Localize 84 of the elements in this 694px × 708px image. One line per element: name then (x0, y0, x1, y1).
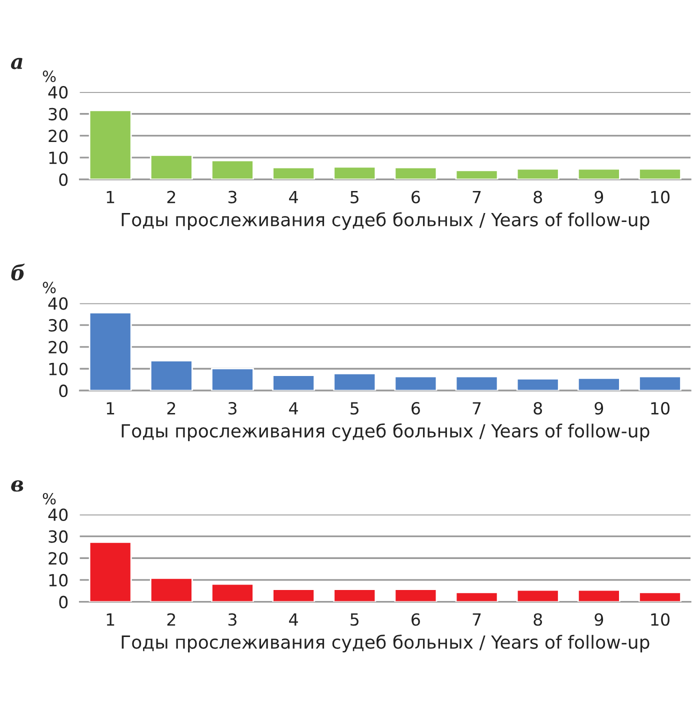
x-tick-label: 7 (472, 613, 481, 626)
x-tick-label: 6 (412, 402, 420, 415)
y-tick-label: 40 (48, 508, 68, 522)
x-axis-title: Годы прослеживания судеб больных / Years of follow-up (122, 634, 650, 652)
y-tick-label: 0 (59, 596, 68, 608)
x-tick-label: 7 (472, 190, 481, 204)
bar (638, 592, 682, 602)
x-tick-label: 4 (289, 190, 298, 204)
y-tick-label: 40 (48, 297, 68, 310)
bar (333, 166, 376, 180)
x-tick-label: 1 (106, 613, 114, 626)
y-axis-title: % (42, 492, 56, 505)
x-tick-label: 2 (167, 613, 176, 626)
x-axis-title: Годы прослеживания судеб больных / Years of follow-up (122, 212, 650, 230)
y-tick-label: 20 (48, 552, 68, 565)
bar (577, 589, 620, 602)
y-tick-label: 20 (48, 130, 68, 142)
bar (333, 588, 376, 602)
chart-title: в (11, 480, 24, 492)
bar (455, 592, 498, 602)
x-tick-label: 1 (106, 402, 114, 414)
x-tick-label: 2 (167, 190, 176, 204)
x-tick-label: 3 (228, 613, 236, 626)
bar (577, 168, 620, 180)
bar (211, 583, 254, 602)
x-axis-title: Годы прослеживания судеб больных / Years of follow-up (122, 423, 650, 442)
x-tick-label: 9 (594, 402, 604, 415)
bar (333, 372, 376, 391)
x-tick-label: 9 (594, 190, 604, 204)
x-tick-label: 10 (651, 190, 670, 204)
x-tick-label: 1 (106, 190, 114, 204)
x-tick-label: 8 (534, 190, 542, 204)
chart-title: а (10, 58, 22, 70)
x-tick-label: 3 (228, 402, 236, 415)
x-tick-label: 6 (412, 190, 420, 204)
bar (272, 166, 316, 180)
bar (638, 168, 682, 180)
x-tick-label: 4 (289, 613, 298, 626)
x-tick-label: 7 (472, 402, 481, 414)
y-tick-label: 0 (59, 384, 68, 398)
y-tick-label: 0 (59, 173, 68, 186)
bar (638, 376, 682, 391)
bar (577, 377, 620, 391)
bar (394, 376, 438, 391)
bar (455, 376, 498, 391)
bar (150, 154, 193, 180)
x-tick-label: 4 (289, 402, 298, 414)
y-axis-title: % (42, 282, 56, 294)
x-tick-label: 5 (350, 190, 358, 204)
bar (394, 588, 438, 602)
x-tick-label: 3 (228, 190, 236, 204)
bar (150, 360, 193, 391)
bar (516, 378, 560, 391)
bar (211, 160, 254, 180)
y-tick-label: 30 (48, 108, 68, 120)
x-tick-label: 10 (651, 613, 670, 626)
y-tick-label: 40 (48, 86, 68, 99)
bar (455, 170, 498, 180)
y-tick-label: 10 (49, 151, 68, 164)
y-tick-label: 30 (48, 319, 68, 332)
x-tick-label: 6 (412, 613, 420, 626)
x-tick-label: 8 (534, 402, 542, 415)
y-tick-label: 10 (49, 574, 68, 587)
bar (211, 368, 254, 391)
bar (88, 312, 132, 391)
y-tick-label: 20 (48, 340, 68, 354)
bar (272, 588, 316, 602)
y-axis-title: % (42, 70, 56, 82)
bar (88, 542, 132, 602)
bar (516, 168, 560, 180)
chart-title: б (11, 264, 25, 280)
bar (394, 166, 438, 180)
bar (516, 589, 560, 602)
x-tick-label: 5 (350, 613, 358, 626)
bar (88, 110, 132, 180)
x-tick-label: 9 (594, 613, 604, 626)
x-tick-label: 2 (167, 402, 176, 414)
bar (150, 578, 193, 602)
x-tick-label: 10 (651, 402, 670, 415)
x-tick-label: 5 (350, 402, 358, 415)
x-tick-label: 8 (534, 613, 542, 626)
bar (272, 374, 316, 391)
y-tick-label: 10 (49, 362, 68, 376)
y-tick-label: 30 (48, 530, 68, 543)
